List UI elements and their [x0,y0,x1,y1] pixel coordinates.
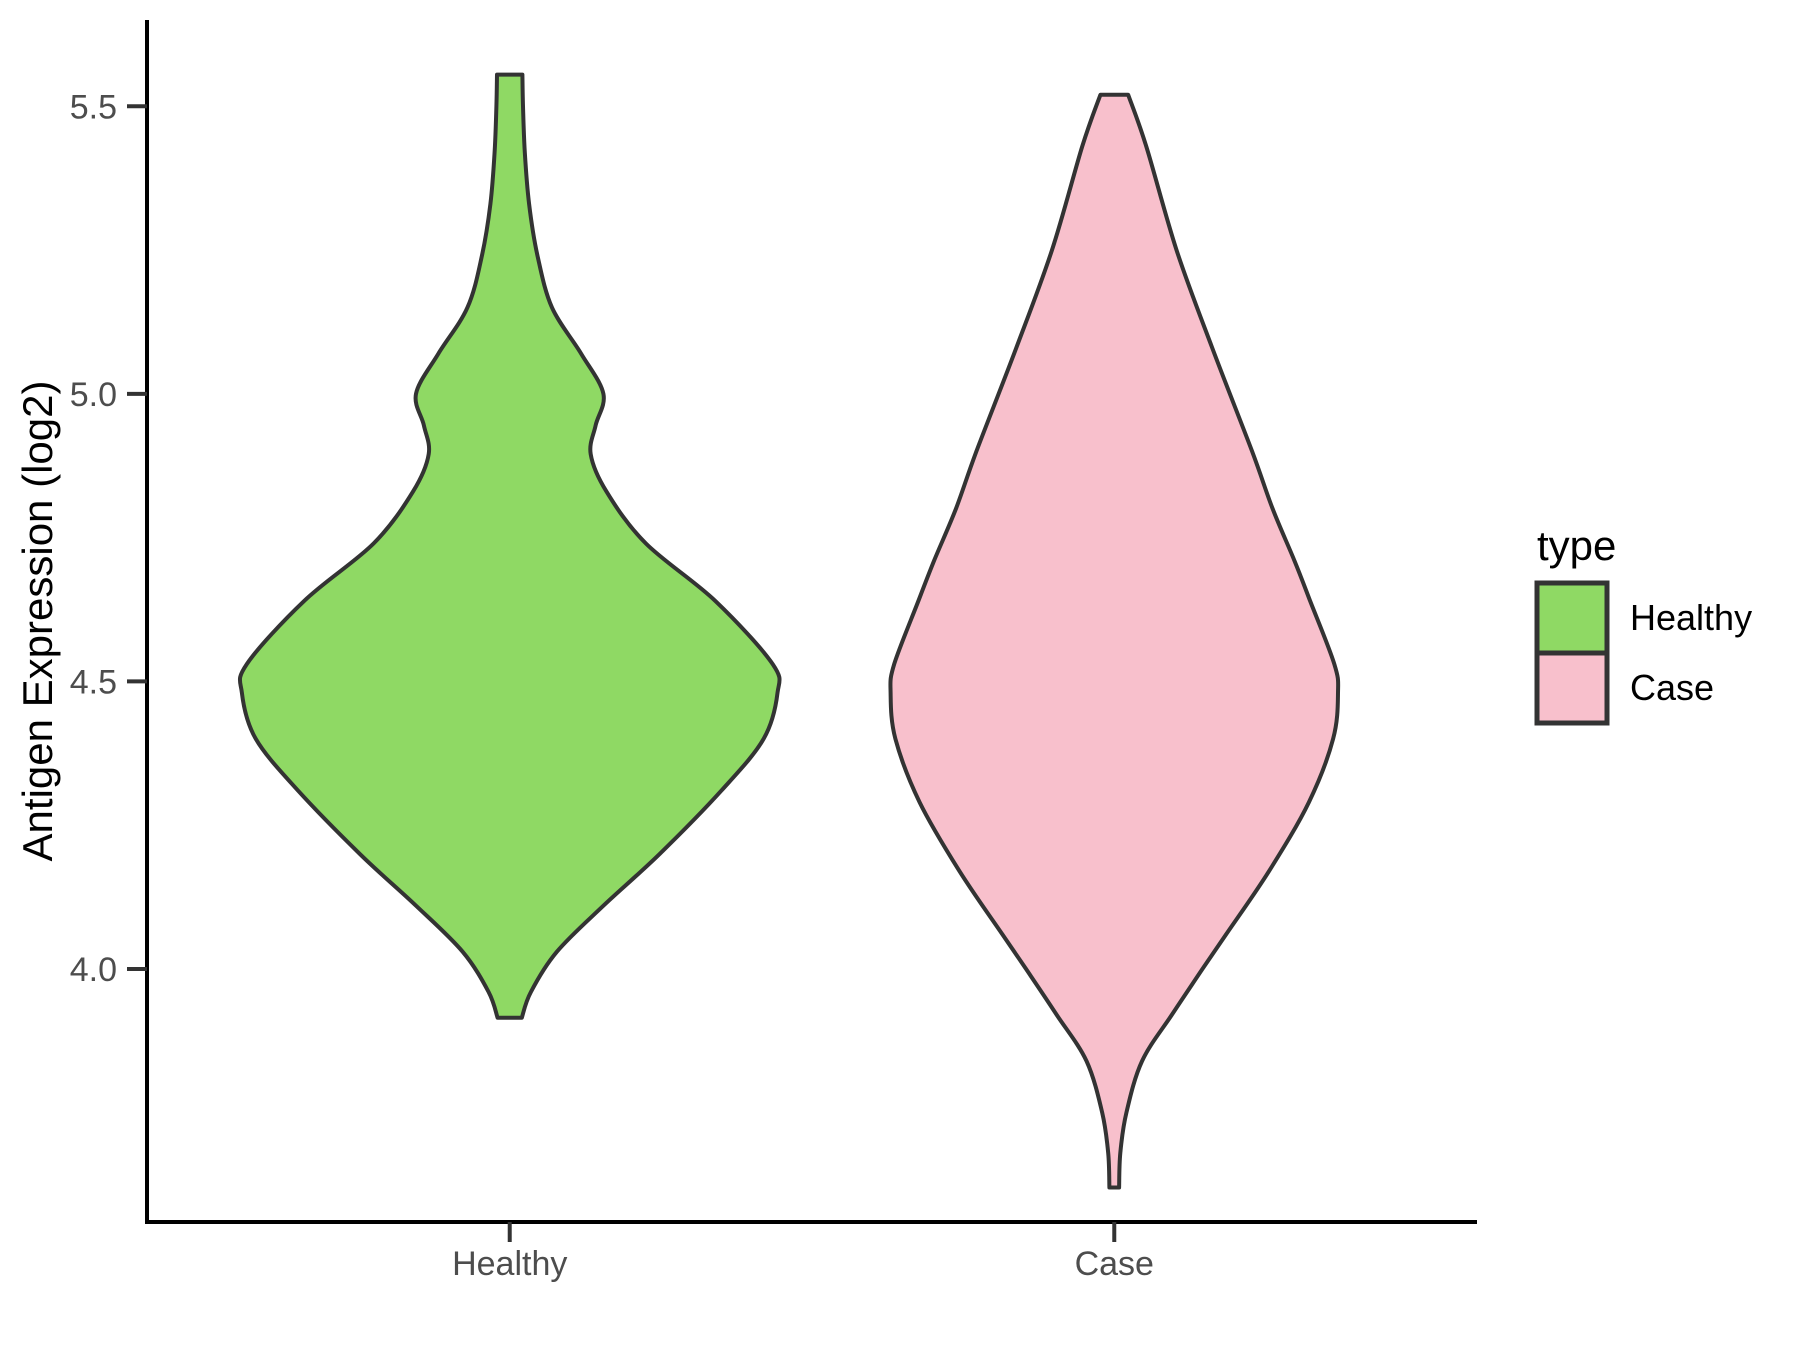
violin-healthy [237,72,782,1020]
x-category-label: Healthy [452,1245,567,1283]
axes-layer: 4.0 4.5 5.0 5.5 Healthy Case Antigen Express… [14,20,1477,1283]
legend-items: Healthy Case [1534,580,1752,726]
x-category-label: Case [1075,1245,1154,1283]
legend: type Healthy Case [1534,522,1752,726]
y-tick-label: 4.0 [70,951,117,989]
x-axis-ticks: Healthy Case [452,1222,1154,1283]
y-axis-ticks: 4.0 4.5 5.0 5.5 [70,88,147,989]
legend-swatch-healthy [1534,580,1610,656]
y-tick-label: 4.5 [70,663,117,701]
y-axis-title: Antigen Expression (log2) [14,381,61,862]
violins-layer [237,72,1341,1190]
y-tick-label: 5.0 [70,376,117,414]
legend-swatch-case [1534,650,1610,726]
violin-case [888,92,1341,1190]
legend-label-healthy: Healthy [1630,597,1752,638]
legend-title: type [1537,522,1616,569]
y-tick-label: 5.5 [70,88,117,126]
legend-label-case: Case [1630,667,1714,708]
